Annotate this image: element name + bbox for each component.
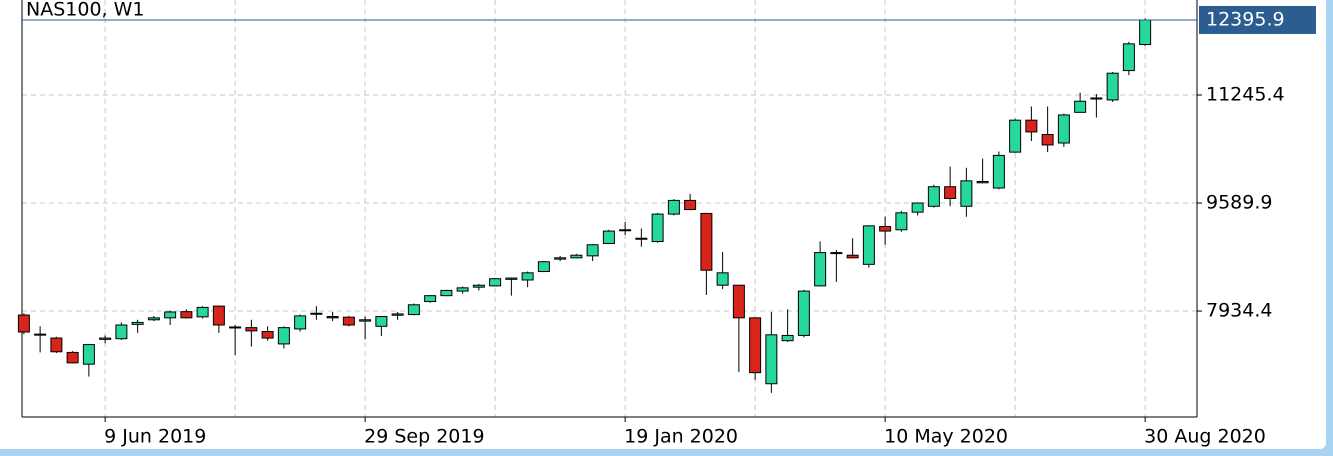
- candle-body: [245, 327, 258, 332]
- candle-body: [34, 333, 47, 336]
- y-tick-label: 9589.9: [1206, 192, 1272, 214]
- candle-body: [830, 252, 843, 255]
- candle-body: [294, 315, 307, 330]
- y-tick-label: 7934.4: [1206, 300, 1272, 322]
- candle-body: [797, 290, 810, 336]
- candle-body: [537, 261, 550, 273]
- candle-body: [749, 317, 762, 374]
- candle-body: [862, 225, 875, 265]
- candle-body: [164, 311, 177, 319]
- candle-body: [1090, 97, 1103, 100]
- chart-title: NAS100, W1: [26, 0, 145, 21]
- candle-body: [814, 252, 827, 287]
- candle-body: [732, 284, 745, 319]
- candle-body: [927, 186, 940, 207]
- candle-body: [456, 287, 469, 292]
- last-price-label: 12395.9: [1206, 8, 1285, 30]
- candle-body: [212, 305, 225, 326]
- candle-body: [1009, 119, 1022, 153]
- candle-body: [99, 337, 112, 340]
- candle-body: [440, 289, 453, 297]
- candle-body: [765, 334, 778, 385]
- candle-body: [846, 254, 859, 259]
- candle-body: [1139, 19, 1152, 45]
- candle-body: [651, 213, 664, 243]
- candle-body: [131, 321, 144, 325]
- candle-body: [229, 326, 242, 329]
- x-tick-label: 10 May 2020: [884, 426, 1008, 448]
- candle-body: [1074, 100, 1087, 113]
- candle-body: [684, 199, 697, 211]
- candle-body: [667, 199, 680, 215]
- candle-body: [50, 337, 63, 353]
- candle-body: [1106, 72, 1119, 101]
- candle-body: [976, 180, 989, 184]
- candle-body: [359, 319, 372, 322]
- candle-body: [326, 316, 339, 319]
- candle-body: [17, 314, 30, 333]
- x-tick-label: 30 Aug 2020: [1144, 426, 1266, 448]
- candle-body: [554, 257, 567, 260]
- candle-body: [147, 317, 160, 321]
- candle-body: [1025, 119, 1038, 133]
- last-price-box: [1199, 5, 1316, 34]
- candle-body: [489, 278, 502, 287]
- candle-body: [716, 272, 729, 286]
- candle-body: [911, 202, 924, 213]
- x-tick-label: 9 Jun 2019: [104, 426, 206, 448]
- candle-body: [992, 154, 1005, 189]
- candle-body: [586, 244, 599, 257]
- candle-body: [1057, 114, 1070, 144]
- candle-body: [261, 331, 274, 339]
- x-tick-label: 19 Jan 2020: [624, 426, 738, 448]
- candle-body: [391, 313, 404, 316]
- candle-body: [342, 316, 355, 326]
- candle-body: [521, 272, 534, 281]
- candle-body: [375, 316, 388, 327]
- candle-body: [115, 324, 128, 340]
- candle-body: [310, 312, 323, 315]
- candle-body: [82, 344, 95, 365]
- candle-body: [1122, 43, 1135, 72]
- candle-body: [700, 212, 713, 271]
- candle-body: [277, 327, 290, 345]
- candle-body: [66, 351, 79, 364]
- candle-body: [196, 306, 209, 318]
- candle-body: [505, 277, 518, 280]
- x-tick-label: 29 Sep 2019: [364, 426, 484, 448]
- candle-body: [879, 226, 892, 232]
- candle-body: [570, 254, 583, 259]
- y-tick-label: 11245.4: [1206, 84, 1285, 106]
- candle-body: [407, 304, 420, 316]
- candle-body: [781, 334, 794, 342]
- candle-body: [602, 230, 615, 244]
- candle-body: [944, 186, 957, 199]
- candle-body: [635, 237, 648, 240]
- candle-body: [619, 229, 632, 232]
- candle-body: [472, 284, 485, 288]
- candle-body: [424, 295, 437, 303]
- candle-body: [960, 180, 973, 207]
- candle-body: [895, 212, 908, 231]
- candle-body: [1041, 134, 1054, 146]
- candle-body: [180, 311, 193, 319]
